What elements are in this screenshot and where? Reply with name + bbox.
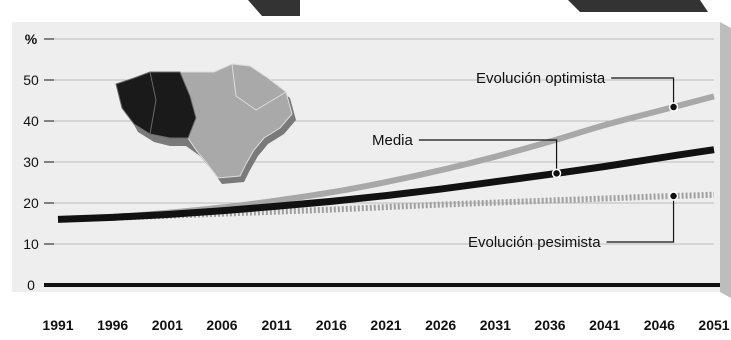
- annotation-dot: [668, 191, 679, 201]
- x-tick-label: 2031: [480, 317, 511, 333]
- x-tick-label: 1996: [97, 317, 128, 333]
- annotation-leader: [418, 139, 558, 174]
- annotation-leader: [611, 77, 675, 108]
- x-tick-label: 2026: [425, 317, 456, 333]
- x-tick-label: 2021: [370, 317, 401, 333]
- x-tick-label: 2001: [152, 317, 183, 333]
- region-map-icon: [115, 63, 296, 184]
- title-bar-fragment-right: [568, 0, 708, 12]
- series-lines: [57, 93, 715, 223]
- x-tick-label: 2016: [316, 317, 347, 333]
- x-axis-ticks: 1991 1996 2001 2006 2011 2016 2021 2026 2031 2036…: [42, 317, 729, 333]
- annotation-label: Evolución optimista: [476, 70, 606, 87]
- y-tick-label: 20: [23, 195, 39, 211]
- region-map-dark: [115, 71, 197, 139]
- y-axis-ticks: 0 10 20 30 40 50%: [23, 31, 54, 293]
- y-tick-label: 50: [23, 72, 39, 88]
- region-map-border: [149, 71, 157, 135]
- region-map-border-light: [231, 63, 287, 111]
- series-line-media: [57, 146, 715, 223]
- x-tick-label: 2051: [698, 317, 729, 333]
- annotation-leader: [606, 196, 675, 243]
- x-tick-label: 1991: [42, 317, 73, 333]
- x-tick-label: 2006: [206, 317, 237, 333]
- annotation-label: Media: [372, 132, 414, 149]
- title-bar-fragment: [248, 0, 300, 16]
- y-tick-label: 40: [23, 113, 39, 129]
- y-tick-label: 10: [23, 236, 39, 252]
- y-tick-label: 30: [23, 154, 39, 170]
- x-tick-label: 2046: [644, 317, 675, 333]
- plot-panel: [12, 22, 720, 292]
- y-tick-label: 0: [27, 277, 35, 293]
- plot-panel-shadow: [720, 22, 731, 298]
- y-tick-label: %: [25, 31, 38, 47]
- x-tick-label: 2041: [589, 317, 620, 333]
- annotation-label: Evolución pesimista: [468, 234, 601, 251]
- annotation-dot: [551, 168, 562, 179]
- annotations: Evolución optimista Media Evolución pesimi…: [372, 70, 679, 251]
- x-tick-label: 2011: [261, 317, 292, 333]
- x-tick-label: 2036: [534, 317, 565, 333]
- annotation-dot: [668, 102, 679, 112]
